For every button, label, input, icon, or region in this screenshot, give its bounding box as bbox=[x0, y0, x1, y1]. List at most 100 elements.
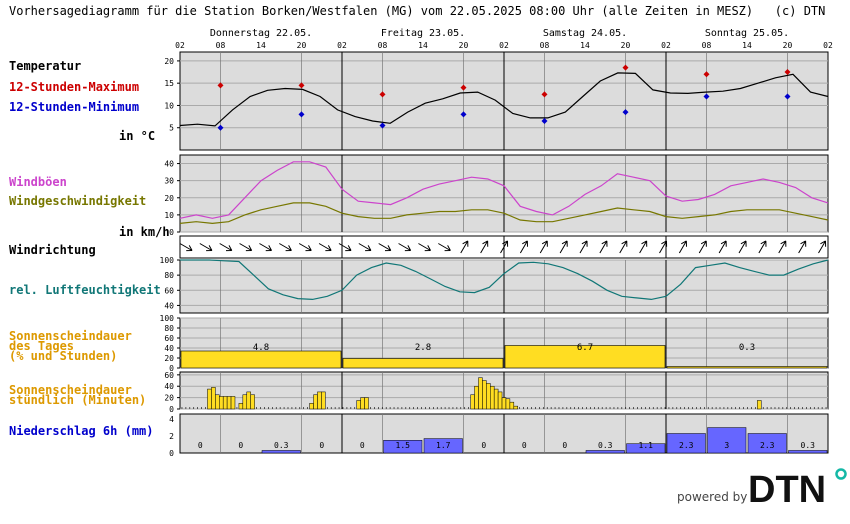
wind-arrow bbox=[579, 240, 588, 254]
temp-panel-tick-label: 20 bbox=[164, 57, 174, 66]
dtn-logo: DTN bbox=[748, 468, 847, 506]
temp-label: Temperatur bbox=[9, 59, 82, 73]
sun-daily-panel-tick-label: 40 bbox=[164, 344, 174, 353]
precip-label: Niederschlag 6h (mm) bbox=[9, 424, 154, 438]
sun-hourly-bar bbox=[250, 394, 255, 410]
wind-arrow bbox=[678, 240, 687, 254]
precip-data-label: 0 bbox=[562, 441, 567, 450]
wind-arrow bbox=[659, 240, 668, 254]
time-tick-label: 08 bbox=[702, 41, 712, 50]
wind-arrow bbox=[519, 240, 528, 254]
sun-hourly-bar bbox=[238, 403, 244, 410]
sun-hourly-bar bbox=[505, 398, 511, 410]
sun-daily-data-label: 2.8 bbox=[415, 343, 431, 353]
precip-tick-label: 0 bbox=[169, 449, 174, 458]
tmin-point bbox=[217, 124, 224, 131]
tmax-point bbox=[298, 82, 305, 89]
wind-arrow bbox=[818, 240, 827, 254]
wind-speed-line bbox=[179, 202, 829, 225]
wind-arrow bbox=[778, 240, 787, 254]
time-tick-label: 14 bbox=[742, 41, 752, 50]
hum-label: rel. Luftfeuchtigkeit bbox=[9, 283, 161, 297]
precip-data-label: 2.3 bbox=[760, 441, 775, 450]
time-tick-label: 02 bbox=[337, 41, 347, 50]
precip-data-label: 0 bbox=[198, 441, 203, 450]
tmax-point bbox=[703, 71, 710, 78]
time-tick-label: 02 bbox=[499, 41, 509, 50]
precip-bar bbox=[585, 450, 625, 454]
gust-label: Windböen bbox=[9, 175, 67, 189]
sun-hourly-bar bbox=[226, 396, 232, 410]
humidity-panel-tick-label: 100 bbox=[160, 256, 175, 265]
sun-hourly-bar bbox=[242, 394, 248, 410]
precip-tick-label: 4 bbox=[169, 415, 174, 424]
wind-arrow bbox=[500, 240, 509, 254]
precip-data-label: 1.1 bbox=[639, 441, 654, 450]
sun-daily-panel-tick-label: 0 bbox=[169, 364, 174, 373]
precip-data-label: 0 bbox=[360, 441, 365, 450]
tmax-point bbox=[379, 91, 386, 98]
sun-daily-panel-tick-label: 80 bbox=[164, 324, 174, 333]
temp-panel-tick-label: 10 bbox=[164, 101, 174, 110]
sun-hourly-bar bbox=[513, 405, 518, 410]
wind-arrow bbox=[358, 243, 372, 252]
precip-data-label: 1.5 bbox=[396, 441, 411, 450]
precip-data-label: 0.3 bbox=[598, 441, 613, 450]
sun-hourly-bar bbox=[219, 396, 224, 410]
wind-arrow bbox=[539, 240, 548, 254]
temp-panel-tick-label: 15 bbox=[164, 79, 174, 88]
time-tick-label: 08 bbox=[378, 41, 388, 50]
wind-arrow bbox=[460, 240, 469, 254]
sun-hourly-bar bbox=[497, 391, 503, 410]
wind-panel-tick-label: 30 bbox=[164, 177, 174, 186]
sun-hourly-bar bbox=[757, 400, 762, 410]
temp-unit-label: in °C bbox=[119, 129, 156, 143]
sun-hourly-bar bbox=[493, 388, 499, 410]
wind-arrow bbox=[480, 240, 489, 254]
wind-arrow bbox=[599, 240, 608, 254]
tmin-point bbox=[379, 122, 386, 129]
sun-daily-data-label: 0.3 bbox=[739, 343, 755, 353]
sun-hourly-bar bbox=[313, 394, 318, 410]
sun-hourly-panel-tick-label: 20 bbox=[164, 394, 174, 403]
tmax-label: 12-Stunden-Maximum bbox=[9, 80, 140, 94]
time-tick-label: 02 bbox=[175, 41, 185, 50]
sun-day-label-3: (% und Stunden) bbox=[9, 349, 118, 363]
sun-hourly-bar bbox=[356, 400, 361, 410]
precip-bar bbox=[747, 433, 787, 454]
time-tick-label: 20 bbox=[297, 41, 307, 50]
wind-panel-tick-label: 20 bbox=[164, 194, 174, 203]
humidity-line bbox=[180, 259, 829, 301]
wind-arrow bbox=[199, 243, 213, 252]
sun-hourly-panel-tick-label: 60 bbox=[164, 371, 174, 380]
sun-hourly-bar bbox=[246, 391, 251, 410]
day-label: Samstag 24.05. bbox=[543, 28, 627, 39]
precip-bar bbox=[707, 427, 747, 454]
sun-daily-bar bbox=[504, 345, 666, 369]
precip-bar bbox=[788, 450, 828, 454]
wind-arrow bbox=[219, 243, 233, 252]
wind-arrow bbox=[338, 243, 352, 252]
sun-hourly-panel-tick-label: 40 bbox=[164, 382, 174, 391]
sun-hour-label-1: Sonnenscheindauer bbox=[9, 383, 132, 397]
sun-hourly-bar bbox=[482, 380, 487, 410]
tmax-point bbox=[622, 64, 629, 71]
tmax-point bbox=[460, 84, 467, 91]
wind-panel-tick-label: 10 bbox=[164, 211, 174, 220]
temp-panel-tick-label: 5 bbox=[169, 124, 174, 133]
time-tick-label: 14 bbox=[580, 41, 590, 50]
time-tick-label: 02 bbox=[823, 41, 833, 50]
powered-by-text: powered by bbox=[677, 490, 748, 504]
tmin-point bbox=[460, 111, 467, 118]
wind-arrow bbox=[798, 240, 807, 254]
dtn-logo-text: DTN bbox=[748, 469, 826, 506]
sun-hourly-bar bbox=[211, 387, 216, 410]
sun-hourly-bar bbox=[360, 397, 365, 410]
wind-arrow bbox=[559, 240, 568, 254]
sun-hourly-bar bbox=[364, 397, 369, 410]
precip-data-label: 3 bbox=[724, 441, 729, 450]
tmax-point bbox=[217, 82, 224, 89]
humidity-panel-tick-label: 80 bbox=[164, 271, 174, 280]
sun-hourly-bar bbox=[486, 383, 491, 410]
precip-data-label: 0.3 bbox=[801, 441, 816, 450]
